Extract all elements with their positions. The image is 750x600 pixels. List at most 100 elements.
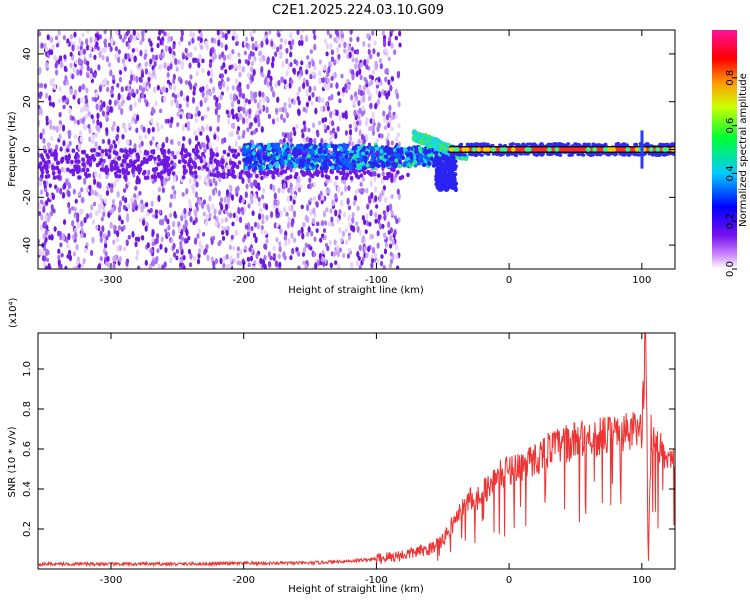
spectrogram-cell: [642, 152, 647, 156]
spectrogram-cell: [104, 251, 108, 257]
spectrogram-cell: [525, 152, 530, 156]
spectrogram-cell: [258, 159, 263, 165]
spectrogram-cell: [131, 88, 135, 94]
spectrogram-cell: [238, 175, 243, 180]
spectrogram-cell: [152, 174, 157, 180]
spectrogram-cell: [181, 175, 186, 180]
spectrogram-cell: [173, 190, 177, 195]
spectrogram-cell: [336, 126, 340, 132]
spectrogram-cell: [39, 82, 44, 89]
spectrogram-cell: [62, 219, 67, 225]
spectrogram-cell: [344, 110, 348, 117]
spectrogram-cell: [219, 94, 223, 101]
spectrogram-cell: [99, 230, 103, 238]
spectrogram-cell: [66, 254, 70, 259]
spectrogram-cell: [230, 123, 234, 128]
spectrogram-cell: [154, 54, 158, 61]
spectrogram-cell: [228, 262, 232, 269]
spectrogram-cell: [95, 225, 99, 230]
spectrogram-cell: [323, 234, 327, 241]
spectrogram-cell: [139, 40, 143, 45]
spectrogram-cell: [157, 194, 161, 203]
spectrogram-cell: [40, 167, 44, 172]
spectrogram-cell: [297, 229, 301, 237]
spectrogram-cell: [358, 165, 363, 170]
spectrogram-cell: [103, 38, 108, 44]
spectrogram-cell: [67, 233, 71, 241]
spectrogram-cell: [55, 165, 60, 171]
spectrogram-cell: [43, 149, 48, 154]
spectrogram-cell: [222, 255, 226, 263]
spectrogram-cell: [375, 204, 379, 209]
spectrogram-cell: [107, 148, 112, 153]
spectrogram-cell: [222, 61, 226, 69]
spectrogram-cell: [340, 37, 344, 43]
spectrogram-cell: [153, 156, 157, 161]
spectrogram-cell: [202, 211, 206, 217]
spectrogram-cell: [300, 128, 304, 134]
spectrogram-cell: [237, 58, 242, 65]
spectrogram-cell: [133, 143, 137, 150]
spectrogram-cell: [116, 245, 120, 252]
spectrogram-cell: [80, 107, 84, 114]
spectrogram-cell: [210, 72, 214, 78]
spectrogram-cell: [119, 148, 123, 153]
spectrogram-cell: [646, 143, 651, 147]
spectrogram-cell: [257, 145, 262, 150]
spectrogram-cell: [347, 247, 352, 253]
spectrogram-cell: [75, 169, 80, 175]
spectrogram-cell: [274, 51, 278, 58]
spectrogram-cell: [359, 62, 364, 68]
spectrogram-cell: [302, 107, 306, 112]
spectrogram-cell: [357, 157, 362, 162]
spectrogram-cell: [335, 30, 339, 35]
spectrogram-cell: [323, 38, 328, 44]
spectrogram-cell: [262, 171, 267, 176]
spectrogram-cell: [283, 255, 287, 261]
spectrogram-cell: [39, 199, 44, 205]
spectrogram-cell: [299, 34, 304, 41]
spectrogram-cell: [354, 63, 358, 70]
spectrogram-cell: [209, 172, 214, 177]
spectrogram-cell: [369, 180, 373, 188]
spectrogram-cell: [170, 160, 174, 165]
spectrogram-cell: [45, 115, 49, 123]
spectrogram-cell: [255, 173, 259, 179]
spectrogram-cell: [150, 117, 154, 125]
spectrogram-cell: [75, 243, 79, 251]
spectrogram-cell: [348, 128, 353, 136]
spectrogram-cell: [339, 170, 343, 176]
spectrogram-cell: [208, 212, 212, 218]
spectrogram-cell: [194, 174, 198, 179]
spectrogram-cell: [234, 112, 239, 120]
spectrogram-cell: [145, 202, 149, 208]
spectrogram-cell: [111, 198, 116, 205]
spectrogram-cell: [73, 134, 78, 140]
spectrogram-cell: [272, 153, 277, 158]
spectrogram-cell: [67, 182, 71, 190]
spectrogram-cell: [97, 126, 101, 133]
spectrogram-cell: [287, 216, 291, 222]
spectrogram-cell: [258, 166, 263, 171]
spectrogram-cell: [194, 144, 199, 151]
spectrogram-cell: [116, 230, 120, 238]
spectrogram-cell: [307, 183, 311, 190]
spectrogram-cell: [205, 89, 209, 96]
spectrogram-cell: [83, 123, 87, 131]
spectrogram-cell: [171, 54, 175, 60]
spectrogram-cell: [223, 196, 227, 204]
spectrogram-cell: [216, 126, 220, 133]
spectrogram-cell: [382, 264, 386, 269]
spectrogram-cell: [101, 139, 105, 144]
spectrogram-cell: [226, 77, 230, 82]
spectrogram-cell: [192, 89, 196, 96]
spectrogram-cell: [320, 137, 324, 144]
spectrogram-cell: [205, 213, 210, 220]
spectrogram-cell: [106, 184, 110, 191]
spectrogram-cell: [236, 125, 241, 132]
spectrogram-cell: [278, 245, 282, 253]
spectrogram-cell: [309, 209, 313, 216]
spectrogram-cell: [323, 116, 328, 123]
spectrogram-cell: [329, 262, 333, 269]
spectrogram-cell: [149, 248, 154, 255]
